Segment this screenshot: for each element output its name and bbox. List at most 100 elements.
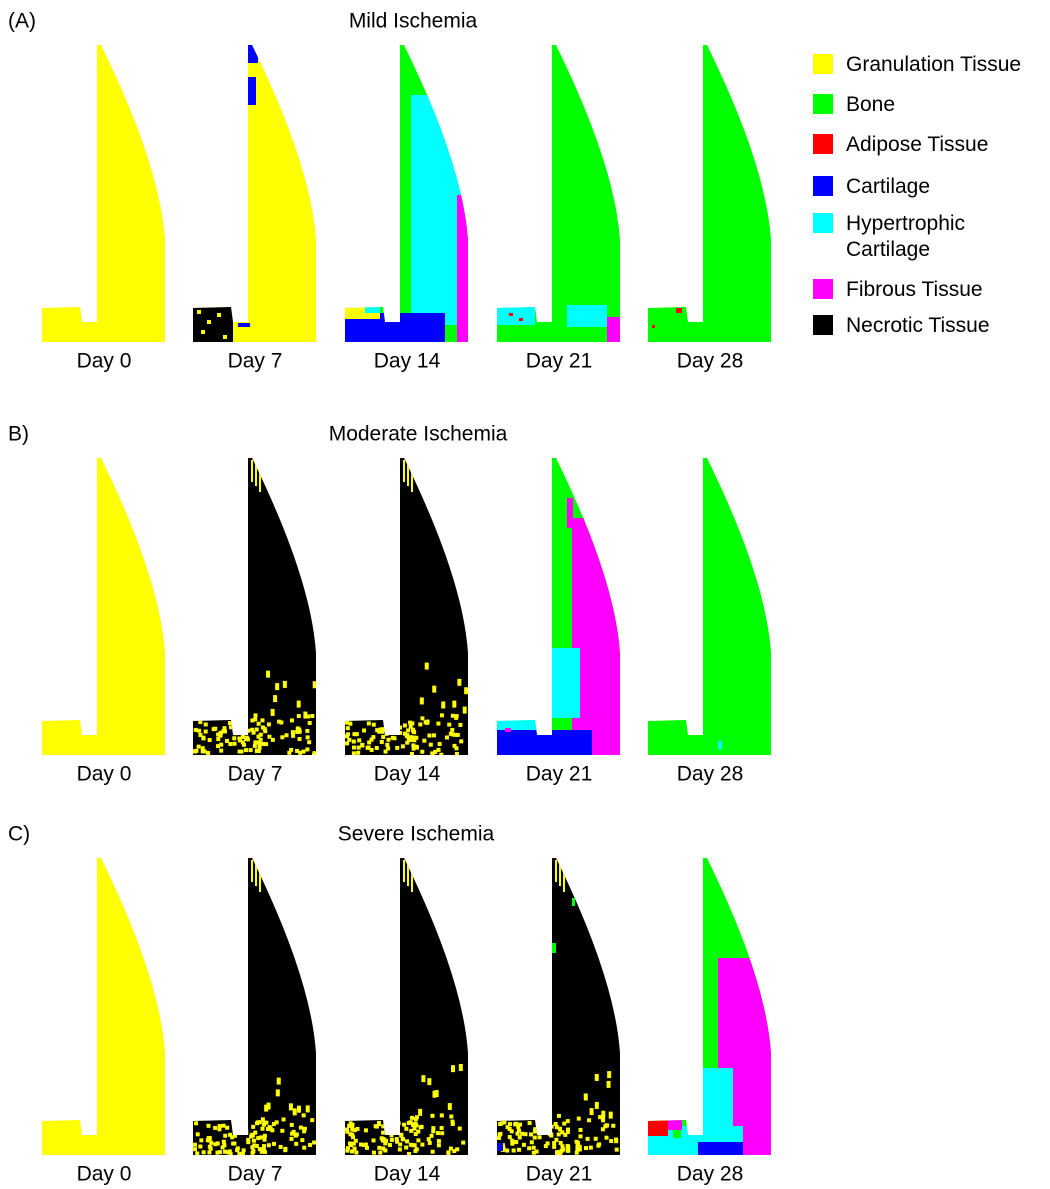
tissue-region — [282, 1117, 286, 1121]
tissue-region — [508, 1127, 512, 1131]
tissue-region — [207, 1150, 211, 1154]
tissue-region — [236, 727, 240, 731]
tissue-region — [372, 723, 376, 727]
tissue-region — [601, 1127, 605, 1131]
tissue-region — [430, 751, 434, 755]
tissue-region — [345, 858, 468, 1155]
tissue-region — [251, 460, 253, 482]
legend-item: Bone — [813, 92, 1036, 118]
tissue-region — [266, 671, 270, 678]
tissue-region — [562, 1122, 566, 1126]
tissue-region — [590, 1108, 594, 1115]
tissue-region — [575, 1140, 579, 1144]
tissue-region — [463, 707, 467, 714]
tissue-region — [584, 1146, 588, 1150]
tissue-region — [370, 748, 374, 752]
tissue-region — [289, 1137, 293, 1141]
legend-item: Granulation Tissue — [813, 52, 1036, 78]
tissue-region — [403, 460, 405, 482]
tissue-region — [459, 1064, 463, 1071]
tissue-region — [452, 1149, 456, 1153]
tissue-region — [516, 1132, 520, 1136]
tissue-region — [293, 1108, 297, 1115]
tissue-region — [399, 1133, 403, 1137]
tissue-region — [422, 739, 426, 743]
tissue-region — [201, 749, 205, 753]
tissue-region — [427, 1137, 431, 1141]
tissue-region — [388, 1143, 392, 1147]
tissue-region — [294, 1142, 298, 1146]
tissue-region — [345, 721, 349, 725]
day-label: Day 0 — [77, 350, 132, 373]
tissue-region — [42, 458, 165, 755]
tissue-region — [248, 45, 258, 63]
tissue-region — [362, 728, 366, 732]
tissue-region — [513, 1122, 517, 1126]
tissue-map — [497, 458, 620, 755]
tissue-region — [197, 310, 201, 314]
tissue-region — [440, 1131, 444, 1135]
tissue-region — [237, 737, 241, 741]
tissue-region — [194, 728, 198, 732]
tissue-region — [401, 1137, 405, 1141]
tissue-region — [290, 718, 294, 722]
tissue-region — [287, 751, 291, 755]
tissue-region — [241, 1152, 245, 1156]
tissue-region — [407, 460, 409, 486]
tissue-region — [451, 1065, 455, 1072]
tissue-region — [438, 742, 442, 746]
tissue-region — [395, 746, 399, 750]
tissue-region — [277, 1078, 281, 1085]
tissue-region — [409, 735, 413, 739]
tissue-region — [312, 1141, 316, 1145]
tissue-region — [552, 648, 580, 718]
tissue-region — [441, 701, 445, 708]
tissue-map — [193, 858, 316, 1156]
legend-label: Necrotic Tissue — [846, 313, 1036, 339]
tissue-region — [420, 1125, 424, 1129]
tissue-region — [302, 1129, 306, 1133]
tissue-region — [375, 746, 379, 750]
tissue-region — [410, 1116, 414, 1120]
tissue-map — [648, 45, 771, 342]
tissue-region — [242, 1148, 246, 1152]
tissue-region — [566, 1130, 570, 1134]
tissue-region — [497, 45, 620, 342]
tissue-region — [461, 1141, 465, 1145]
panel-label: (A) — [8, 10, 36, 33]
tissue-region — [42, 45, 165, 342]
tissue-region — [352, 1142, 356, 1146]
tissue-region — [347, 738, 351, 742]
tissue-region — [223, 1134, 227, 1138]
tissue-region — [555, 860, 557, 882]
tissue-region — [255, 749, 259, 753]
tissue-region — [457, 679, 461, 686]
tissue-region — [676, 308, 682, 313]
day-label: Day 7 — [228, 763, 283, 786]
tissue-region — [199, 1138, 203, 1142]
tissue-region — [648, 1120, 668, 1136]
tissue-region — [280, 735, 284, 739]
tissue-region — [416, 1130, 420, 1134]
tissue-region — [414, 1121, 418, 1125]
tissue-region — [529, 1132, 533, 1136]
tissue-region — [289, 1103, 293, 1110]
tissue-region — [453, 744, 457, 748]
tissue-region — [609, 1139, 613, 1143]
day-label: Day 14 — [374, 763, 441, 786]
tissue-map — [497, 45, 620, 342]
tissue-region — [418, 722, 422, 726]
tissue-region — [246, 729, 250, 733]
tissue-region — [420, 750, 424, 754]
tissue-region — [607, 317, 620, 342]
tissue-map — [345, 458, 468, 757]
tissue-region — [233, 1129, 237, 1133]
tissue-region — [595, 1102, 599, 1109]
tissue-region — [411, 728, 415, 732]
tissue-region — [378, 1151, 382, 1155]
legend-swatch — [813, 213, 833, 233]
tissue-region — [352, 746, 356, 750]
tissue-region — [297, 714, 301, 718]
tissue-region — [398, 731, 402, 735]
legend-swatch — [813, 54, 833, 74]
